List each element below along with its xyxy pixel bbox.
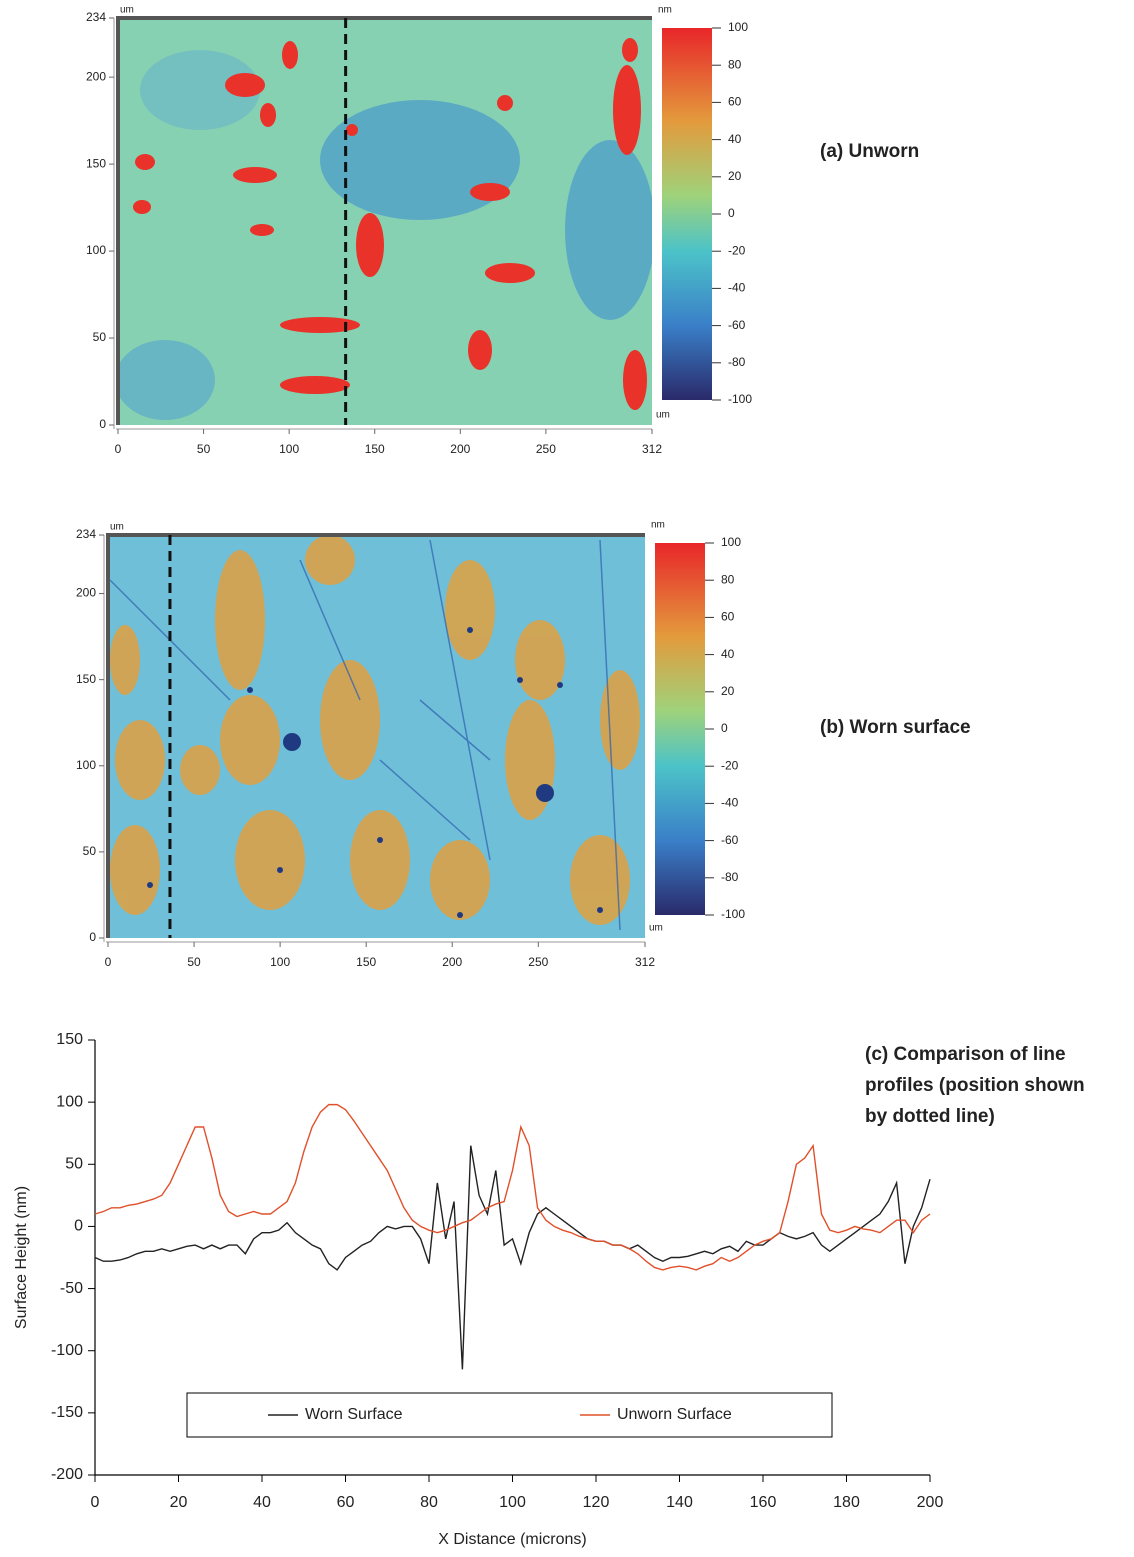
y-tick-label: 150 xyxy=(56,1031,83,1048)
colorbar-tick-label: 20 xyxy=(728,169,742,183)
x-tick-label: 50 xyxy=(187,955,201,969)
x-tick-label: 80 xyxy=(420,1494,438,1511)
y-tick-label: 150 xyxy=(76,672,96,686)
colorbar-tick-label: 40 xyxy=(721,647,735,661)
colorbar-tick-label: -60 xyxy=(728,318,746,332)
x-tick-label: 40 xyxy=(253,1494,271,1511)
x-tick-label: 150 xyxy=(365,442,385,456)
y-unit: um xyxy=(120,5,134,16)
x-tick-label: 150 xyxy=(356,955,376,969)
y-tick-label: 50 xyxy=(93,330,107,344)
y-tick-label: 0 xyxy=(74,1218,83,1235)
x-tick-label: 60 xyxy=(337,1494,355,1511)
x-tick-label: 100 xyxy=(270,955,290,969)
colorbar-tick-label: -40 xyxy=(728,281,746,295)
x-tick-label: 100 xyxy=(279,442,299,456)
y-tick-label: 234 xyxy=(86,10,106,24)
y-tick-label: 150 xyxy=(86,156,106,170)
y-tick-label: 234 xyxy=(76,527,96,541)
x-tick-label: 250 xyxy=(528,955,548,969)
x-tick-label: 0 xyxy=(91,1494,100,1511)
panel-title: (c) Comparison of line xyxy=(865,1044,1066,1065)
y-tick-label: -100 xyxy=(51,1342,83,1359)
x-unit: um xyxy=(649,923,663,934)
colorbar-tick-label: 80 xyxy=(728,57,742,71)
colorbar-tick-label: -80 xyxy=(721,870,739,884)
y-tick-label: 0 xyxy=(99,417,106,431)
y-tick-label: 100 xyxy=(56,1093,83,1110)
panel-title: (b) Worn surface xyxy=(820,717,971,738)
image-frame xyxy=(106,533,645,938)
y-tick-label: -200 xyxy=(51,1466,83,1483)
panel-title: profiles (position shown xyxy=(865,1075,1085,1096)
y-tick-label: -50 xyxy=(60,1280,83,1297)
y-tick-label: 200 xyxy=(76,586,96,600)
y-tick-label: 50 xyxy=(83,844,97,858)
x-tick-label: 200 xyxy=(442,955,462,969)
x-tick-label: 100 xyxy=(499,1494,526,1511)
x-unit: um xyxy=(656,410,670,421)
panel-title: (a) Unworn xyxy=(820,141,919,162)
y-tick-label: 200 xyxy=(86,69,106,83)
colorbar-tick-label: 0 xyxy=(728,206,735,220)
y-tick-label: -150 xyxy=(51,1404,83,1421)
x-tick-label: 160 xyxy=(750,1494,777,1511)
colorbar-tick-label: -40 xyxy=(721,796,739,810)
x-tick-label: 50 xyxy=(197,442,211,456)
colorbar-tick-label: 60 xyxy=(721,610,735,624)
y-unit: um xyxy=(110,522,124,533)
colorbar-unit: nm xyxy=(651,520,665,531)
colorbar-tick-label: -20 xyxy=(728,243,746,257)
x-tick-label: 0 xyxy=(105,955,112,969)
y-axis-label: Surface Height (nm) xyxy=(13,1186,30,1329)
colorbar-tick-label: 40 xyxy=(728,132,742,146)
series-line xyxy=(94,1103,931,1271)
series-line xyxy=(94,1145,931,1370)
y-tick-label: 100 xyxy=(76,758,96,772)
colorbar-tick-label: 0 xyxy=(721,721,728,735)
colorbar-tick-label: 60 xyxy=(728,95,742,109)
x-tick-label: 0 xyxy=(115,442,122,456)
colorbar-unit: nm xyxy=(658,5,672,16)
colorbar-tick-label: -80 xyxy=(728,355,746,369)
legend-label: Worn Surface xyxy=(305,1406,403,1423)
x-tick-label: 200 xyxy=(917,1494,944,1511)
y-tick-label: 0 xyxy=(89,930,96,944)
x-tick-label: 140 xyxy=(666,1494,693,1511)
colorbar xyxy=(662,28,712,400)
x-tick-label: 312 xyxy=(642,442,662,456)
image-frame xyxy=(116,16,652,425)
colorbar-tick-label: -20 xyxy=(721,758,739,772)
colorbar-tick-label: 20 xyxy=(721,684,735,698)
colorbar-tick-label: 100 xyxy=(728,20,748,34)
surface-texture-a xyxy=(118,18,652,425)
panel-title: by dotted line) xyxy=(865,1106,995,1127)
y-tick-label: 50 xyxy=(65,1156,83,1173)
legend-label: Unworn Surface xyxy=(617,1406,732,1423)
colorbar-tick-label: -60 xyxy=(721,833,739,847)
colorbar-tick-label: 80 xyxy=(721,572,735,586)
x-tick-label: 20 xyxy=(170,1494,188,1511)
x-tick-label: 250 xyxy=(536,442,556,456)
x-tick-label: 200 xyxy=(450,442,470,456)
colorbar-tick-label: -100 xyxy=(728,392,752,406)
x-tick-label: 312 xyxy=(635,955,655,969)
colorbar xyxy=(655,543,705,915)
y-tick-label: 100 xyxy=(86,243,106,257)
x-axis-label: X Distance (microns) xyxy=(438,1531,586,1548)
surface-texture-b xyxy=(108,535,645,938)
x-tick-label: 120 xyxy=(583,1494,610,1511)
x-tick-label: 180 xyxy=(833,1494,860,1511)
colorbar-tick-label: 100 xyxy=(721,535,741,549)
colorbar-tick-label: -100 xyxy=(721,907,745,921)
